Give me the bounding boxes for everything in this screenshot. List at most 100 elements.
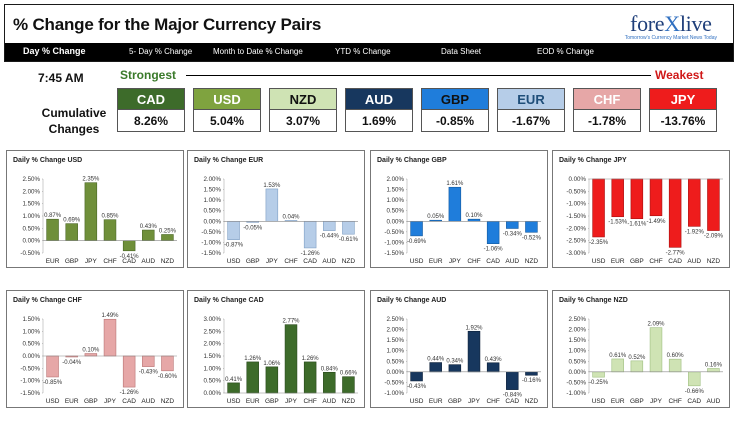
tab-month-to-date-change[interactable]: Month to Date % Change bbox=[213, 47, 303, 56]
y-tick-label: -3.00% bbox=[566, 250, 586, 257]
y-tick-label: 0.50% bbox=[386, 358, 404, 365]
data-label: -0.66% bbox=[685, 389, 705, 395]
category-label: AUD bbox=[687, 258, 701, 265]
tab-5-day-change[interactable]: 5- Day % Change bbox=[129, 47, 193, 56]
category-label: AUD bbox=[141, 258, 155, 265]
bar bbox=[688, 371, 701, 387]
tab-ytd-change[interactable]: YTD % Change bbox=[335, 47, 391, 56]
category-label: GBP bbox=[630, 258, 644, 265]
currency-name: EUR bbox=[497, 88, 565, 110]
y-tick-label: -1.50% bbox=[384, 250, 404, 257]
currency-card-usd: USD 5.04% bbox=[193, 88, 261, 133]
tab-bar: Day % Change 5- Day % Change Month to Da… bbox=[5, 43, 733, 61]
y-tick-label: 0.50% bbox=[22, 341, 40, 348]
chart-jpy-svg: 0.00% -0.50% -1.00% -1.50% -2.00% -2.50% -3.00… bbox=[566, 176, 724, 265]
forexlive-logo[interactable]: foreXlive Tomorrow's Currency Market New… bbox=[625, 11, 717, 41]
y-tick-label: -1.00% bbox=[566, 390, 586, 397]
bar bbox=[103, 219, 117, 241]
bar bbox=[467, 330, 481, 373]
chart-eur-svg: 2.00% 1.50% 1.00% 0.50% 0.00% -0.50% -1.00% -1.… bbox=[201, 176, 358, 265]
category-label: GBP bbox=[630, 398, 644, 405]
bar bbox=[592, 371, 605, 378]
data-label: -0.41% bbox=[120, 254, 140, 260]
category-label: NZD bbox=[342, 258, 356, 265]
bar bbox=[707, 368, 720, 373]
category-label: USD bbox=[227, 398, 241, 405]
y-tick-label: -1.00% bbox=[20, 378, 40, 385]
y-tick-label: 0.50% bbox=[568, 358, 586, 365]
bar bbox=[649, 327, 663, 373]
data-label: 0.16% bbox=[705, 362, 723, 368]
chart-cad: Daily % Change CAD 3.00% 2.50% 2.00% 1.50% 1.… bbox=[187, 290, 365, 408]
y-tick-label: 1.00% bbox=[386, 197, 404, 204]
data-label: -1.26% bbox=[120, 390, 140, 396]
y-tick-label: 1.50% bbox=[568, 337, 586, 344]
chart-chf-svg: 1.50%1.00%0.50%0.00%-0.50%-1.00%-1.50%-0… bbox=[20, 313, 177, 405]
y-tick-label: 1.00% bbox=[22, 328, 40, 335]
data-label: 1.06% bbox=[263, 361, 281, 367]
data-label: -0.85% bbox=[43, 380, 63, 386]
y-tick-label: 1.00% bbox=[203, 197, 221, 204]
tab-eod-change[interactable]: EOD % Change bbox=[537, 47, 594, 56]
bar bbox=[84, 353, 98, 357]
category-label: JPY bbox=[449, 258, 462, 265]
bar bbox=[303, 220, 317, 249]
category-label: GBP bbox=[84, 398, 98, 405]
category-label: AUD bbox=[322, 258, 336, 265]
bar bbox=[688, 178, 701, 227]
data-label: 0.66% bbox=[340, 371, 358, 377]
category-label: NZD bbox=[161, 398, 175, 405]
tab-day-change[interactable]: Day % Change bbox=[23, 46, 86, 56]
bar bbox=[506, 371, 519, 390]
data-label: -1.61% bbox=[627, 222, 647, 228]
data-label: -0.44% bbox=[320, 234, 340, 240]
y-tick-label: -0.50% bbox=[20, 250, 40, 257]
y-tick-label: 1.50% bbox=[203, 187, 221, 194]
category-label: EUR bbox=[611, 398, 625, 405]
y-tick-label: 2.00% bbox=[203, 341, 221, 348]
currency-card-aud: AUD 1.69% bbox=[345, 88, 413, 133]
category-label: NZD bbox=[342, 398, 356, 405]
logo-text: foreXlive bbox=[630, 11, 712, 36]
cumulative-changes-label: Cumulative Changes bbox=[41, 106, 107, 136]
bar bbox=[265, 188, 279, 222]
category-label: CHF bbox=[467, 258, 480, 265]
category-label: NZD bbox=[525, 398, 539, 405]
y-tick-label: -0.50% bbox=[384, 229, 404, 236]
y-tick-label: 1.00% bbox=[203, 365, 221, 372]
logo-tagline: Tomorrow's Currency Market News Today bbox=[624, 35, 717, 41]
data-label: 1.92% bbox=[465, 325, 483, 331]
bar bbox=[467, 218, 481, 222]
y-tick-label: -1.50% bbox=[201, 250, 221, 257]
category-label: JPY bbox=[285, 398, 298, 405]
category-label: CHF bbox=[486, 398, 499, 405]
bar bbox=[46, 355, 59, 378]
data-label: 1.61% bbox=[446, 181, 464, 187]
bar bbox=[525, 371, 538, 376]
chart-cad-svg: 3.00% 2.50% 2.00% 1.50% 1.00% 0.50% 0.00% 0.41%… bbox=[203, 316, 358, 405]
chart-eur: Daily % Change EUR 2.00% 1.50% 1.00% 0.50% 0.… bbox=[187, 150, 365, 268]
bar bbox=[142, 355, 155, 367]
weakest-label: Weakest bbox=[655, 68, 704, 82]
bar bbox=[342, 376, 355, 394]
bar bbox=[611, 178, 624, 218]
y-tick-label: -0.50% bbox=[201, 229, 221, 236]
category-label: AUD bbox=[322, 398, 336, 405]
data-label: -2.09% bbox=[704, 234, 724, 240]
data-label: 0.10% bbox=[82, 348, 100, 354]
bar bbox=[323, 220, 336, 231]
y-tick-label: 2.50% bbox=[203, 328, 221, 335]
chart-title: Daily % Change USD bbox=[13, 157, 83, 164]
y-tick-label: -2.50% bbox=[566, 238, 586, 245]
y-tick-label: 2.00% bbox=[386, 327, 404, 334]
chart-title: Daily % Change EUR bbox=[194, 157, 264, 164]
bar bbox=[303, 361, 317, 394]
tab-data-sheet[interactable]: Data Sheet bbox=[441, 47, 482, 56]
category-label: CAD bbox=[122, 398, 136, 405]
bar bbox=[122, 355, 136, 388]
y-tick-label: 0.50% bbox=[22, 225, 40, 232]
category-label: CHF bbox=[303, 398, 316, 405]
category-label: CAD bbox=[687, 398, 701, 405]
y-tick-label: 0.00% bbox=[203, 218, 221, 225]
data-label: -0.04% bbox=[62, 360, 82, 366]
